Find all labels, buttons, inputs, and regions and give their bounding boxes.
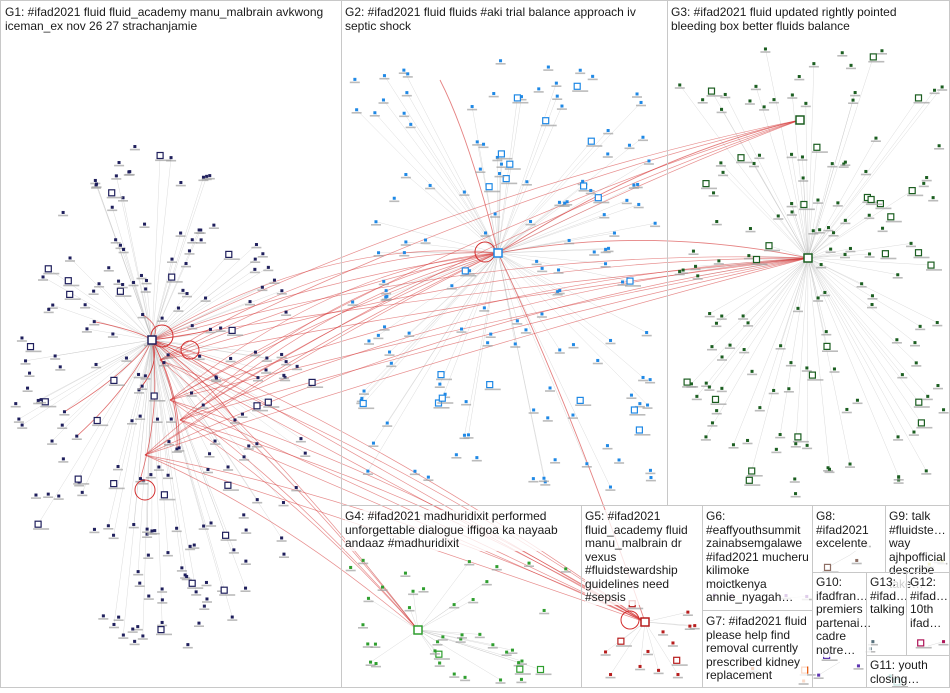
group-label-g13: G13: #ifad… talking (870, 576, 908, 617)
group-label-g5: G5: #ifad2021 fluid_academy fluid manu_m… (585, 510, 688, 605)
group-label-g4: G4: #ifad2021 madhuridixit performed unf… (345, 510, 558, 551)
group-label-g12: G12: #ifad… 10th ifad… (910, 576, 948, 630)
group-label-g11: G11: youth closing… (870, 659, 928, 686)
group-label-g6: G6: #eaffyouthsummit zainabsemgalawe #if… (706, 510, 809, 605)
group-panel-g3: G3: #ifad2021 fluid updated rightly poin… (667, 0, 950, 506)
group-label-g3: G3: #ifad2021 fluid updated rightly poin… (671, 6, 897, 33)
group-label-g8: G8: #ifad2021 excelente (816, 510, 869, 551)
group-panel-g1: G1: #ifad2021 fluid fluid_academy manu_m… (0, 0, 342, 688)
group-panel-g6: G6: #eaffyouthsummit zainabsemgalawe #if… (702, 505, 813, 611)
group-panel-g7: G7: #ifad2021 fluid please help find rem… (702, 610, 813, 688)
group-panel-g11: G11: youth closing… (866, 655, 950, 688)
group-panel-g10: G10: ifadfran… premiers partenai… cadre … (812, 572, 867, 688)
group-panel-g13: G13: #ifad… talking (866, 572, 907, 656)
group-panel-g12: G12: #ifad… 10th ifad… (906, 572, 950, 656)
group-label-g1: G1: #ifad2021 fluid fluid_academy manu_m… (5, 6, 323, 33)
group-label-g2: G2: #ifad2021 fluid fluids #aki trial ba… (345, 6, 636, 33)
group-label-g10: G10: ifadfran… premiers partenai… cadre … (816, 576, 871, 657)
group-panel-g8: G8: #ifad2021 excelente (812, 505, 886, 573)
group-panel-g4: G4: #ifad2021 madhuridixit performed unf… (341, 505, 582, 688)
group-label-g7: G7: #ifad2021 fluid please help find rem… (706, 615, 807, 683)
group-panel-g9: G9: talk #fluidste… way ajhpofficial des… (885, 505, 950, 573)
group-panel-g5: G5: #ifad2021 fluid_academy fluid manu_m… (581, 505, 703, 688)
group-panel-g2: G2: #ifad2021 fluid fluids #aki trial ba… (341, 0, 668, 506)
